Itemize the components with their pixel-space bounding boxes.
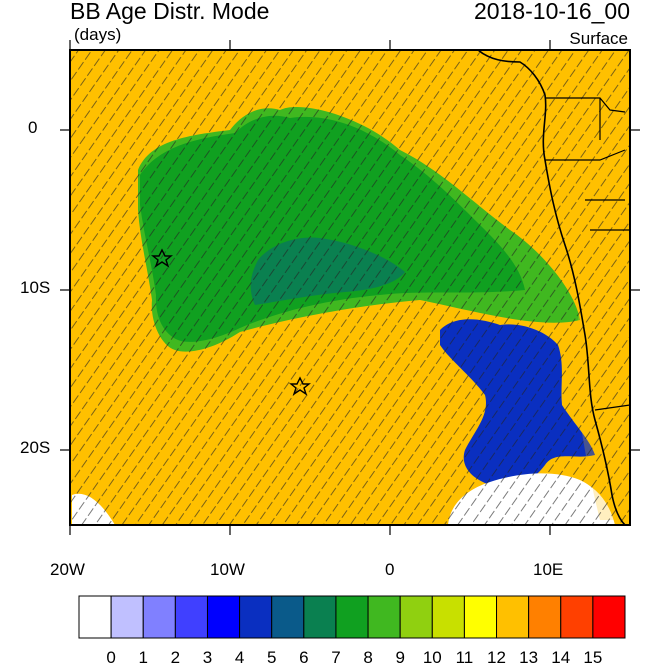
lat-label-0: 0 (28, 118, 38, 137)
colorbar-tick-label: 4 (234, 648, 245, 667)
colorbar-swatch (528, 595, 562, 639)
lon-label-10e: 10E (533, 560, 564, 579)
colorbar-tick-label: 12 (487, 648, 506, 667)
colorbar-tick-label: 6 (299, 648, 309, 667)
border-line (545, 97, 630, 411)
level-label: Surface (567, 29, 630, 49)
colorbar-swatch (560, 595, 594, 639)
map-title: BB Age Distr. Mode (70, 0, 270, 24)
plot-frame (69, 49, 631, 526)
colorbar-tick-label: 8 (363, 648, 373, 667)
colorbar-tick-label: 14 (551, 648, 571, 667)
colorbar-swatch (303, 595, 337, 639)
colorbar-swatch (239, 595, 273, 639)
colorbar-tick-label: 5 (266, 648, 277, 667)
colorbar-swatch (399, 595, 433, 639)
colorbar-swatch (335, 595, 369, 639)
colorbar-swatch (142, 595, 176, 639)
colorbar-tick-label: 10 (422, 648, 442, 667)
colorbar-tick-label: 9 (395, 648, 405, 667)
colorbar-tick-label: 11 (455, 648, 474, 667)
lat-label-10s: 10S (20, 278, 51, 297)
colorbar-swatch (206, 595, 241, 639)
colorbar (78, 595, 626, 639)
colorbar-swatch (271, 595, 305, 639)
colorbar-tick-label: 7 (331, 648, 341, 667)
units-label: (days) (74, 25, 122, 44)
colorbar-swatch (110, 595, 144, 639)
colorbar-swatch (431, 595, 465, 639)
colorbar-tick-label: 13 (519, 648, 539, 667)
colorbar-tick-label: 0 (106, 648, 116, 667)
colorbar-swatch (367, 595, 401, 639)
colorbar-tick-label: 1 (138, 648, 148, 667)
colorbar-swatch (592, 595, 626, 639)
colorbar-swatch (78, 595, 112, 639)
axis-ticks (60, 40, 640, 535)
lat-label-20s: 20S (20, 438, 51, 457)
colorbar-swatch (496, 595, 530, 639)
coastline (477, 50, 626, 525)
star-marker (289, 376, 311, 396)
lon-label-0: 0 (385, 560, 395, 579)
map-figure (60, 40, 640, 535)
datetime-label: 2018-10-16_00 (473, 0, 630, 24)
colorbar-tick-label: 2 (170, 648, 181, 667)
colorbar-swatch (463, 595, 498, 639)
wind-vectors (70, 50, 630, 525)
colorbar-tick-label: 3 (202, 648, 213, 667)
star-marker (151, 248, 173, 268)
colorbar-tick-label: 15 (583, 648, 603, 667)
colorbar-swatch (174, 595, 208, 639)
lon-label-10w: 10W (210, 560, 245, 579)
lon-label-20w: 20W (50, 560, 85, 579)
